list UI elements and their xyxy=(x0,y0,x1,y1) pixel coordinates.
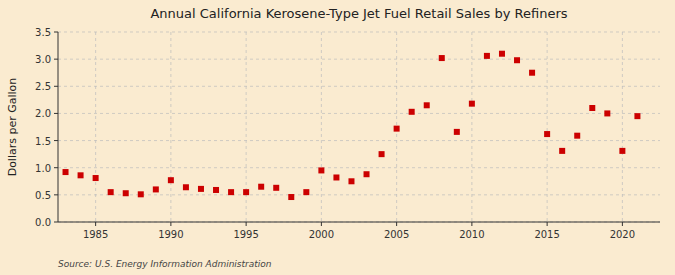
tick-label: 1990 xyxy=(158,229,183,240)
tick-mark xyxy=(54,113,58,114)
tick-mark xyxy=(54,222,58,223)
chart-svg: Annual California Kerosene-Type Jet Fuel… xyxy=(0,0,675,275)
point xyxy=(394,126,400,132)
grid-line xyxy=(58,140,660,141)
tick-label: 2005 xyxy=(384,229,409,240)
tick-label: 3.0 xyxy=(35,54,51,65)
tick-mark xyxy=(321,222,322,226)
point xyxy=(333,174,339,180)
tick-label: 1995 xyxy=(233,229,258,240)
point xyxy=(348,178,354,184)
tick-label: 1.0 xyxy=(35,163,51,174)
point xyxy=(379,151,385,157)
grid-line xyxy=(547,32,548,222)
grid-line xyxy=(471,32,472,222)
title: Annual California Kerosene-Type Jet Fuel… xyxy=(150,6,567,21)
grid-line xyxy=(58,113,660,114)
grid-line xyxy=(58,167,660,168)
point xyxy=(469,101,475,107)
point xyxy=(484,53,490,59)
grid-line xyxy=(170,32,171,222)
background xyxy=(0,0,675,275)
tick-label: 3.5 xyxy=(35,27,51,38)
point xyxy=(198,186,204,192)
tick-label: 1.5 xyxy=(35,136,51,147)
tick-mark xyxy=(54,86,58,87)
point xyxy=(439,55,445,61)
grid-line xyxy=(58,32,660,33)
tick-label: 2010 xyxy=(459,229,484,240)
point xyxy=(559,148,565,154)
tick-mark xyxy=(54,59,58,60)
point xyxy=(138,191,144,197)
point xyxy=(228,189,234,195)
tick-label: 2000 xyxy=(309,229,334,240)
point xyxy=(243,189,249,195)
grid-line xyxy=(321,32,322,222)
chart-container: Annual California Kerosene-Type Jet Fuel… xyxy=(0,0,675,275)
point xyxy=(108,189,114,195)
tick-mark xyxy=(396,222,397,226)
tick-mark xyxy=(54,194,58,195)
point xyxy=(78,172,84,178)
point xyxy=(409,109,415,115)
point xyxy=(303,189,309,195)
grid-line xyxy=(622,32,623,222)
y-axis-label: Dollars per Gallon xyxy=(6,78,19,177)
x-axis-line xyxy=(58,222,660,223)
point xyxy=(93,175,99,181)
tick-label: 2.0 xyxy=(35,108,51,119)
point xyxy=(544,131,550,137)
tick-label: 0.5 xyxy=(35,190,51,201)
point xyxy=(258,184,264,190)
point xyxy=(574,133,580,139)
point xyxy=(424,102,430,108)
tick-mark xyxy=(471,222,472,226)
point xyxy=(168,177,174,183)
tick-mark xyxy=(246,222,247,226)
tick-mark xyxy=(547,222,548,226)
grid xyxy=(58,32,660,222)
tick-mark xyxy=(54,32,58,33)
points xyxy=(63,51,641,200)
point xyxy=(63,169,69,175)
point xyxy=(153,186,159,192)
point xyxy=(514,57,520,63)
tick-label: 2020 xyxy=(610,229,635,240)
point xyxy=(589,105,595,111)
grid-line xyxy=(58,222,660,223)
grid-line xyxy=(58,86,660,87)
point xyxy=(499,51,505,57)
grid-line xyxy=(58,194,660,195)
point xyxy=(529,70,535,76)
tick-mark xyxy=(622,222,623,226)
tick-mark xyxy=(54,167,58,168)
point xyxy=(273,185,279,191)
tick-label: 2015 xyxy=(534,229,559,240)
point xyxy=(213,187,219,193)
grid-line xyxy=(95,32,96,222)
point xyxy=(364,171,370,177)
point xyxy=(318,167,324,173)
tick-label: 2.5 xyxy=(35,81,51,92)
tick-mark xyxy=(54,140,58,141)
tick-mark xyxy=(95,222,96,226)
annotation: Source: U.S. Energy Information Administ… xyxy=(58,259,272,269)
point xyxy=(619,148,625,154)
point xyxy=(454,129,460,135)
tick-label: 0.0 xyxy=(35,217,51,228)
point xyxy=(604,110,610,116)
point xyxy=(123,190,129,196)
axes: 0.0 0.5 1.0 1.5 2.0 2.5 3.0 3.5 1985 1990 1995 2000… xyxy=(35,27,660,240)
y-axis-line xyxy=(58,32,59,222)
point xyxy=(288,194,294,200)
grid-line xyxy=(58,59,660,60)
tick-label: 1985 xyxy=(83,229,108,240)
point xyxy=(634,113,640,119)
point xyxy=(183,184,189,190)
tick-mark xyxy=(170,222,171,226)
